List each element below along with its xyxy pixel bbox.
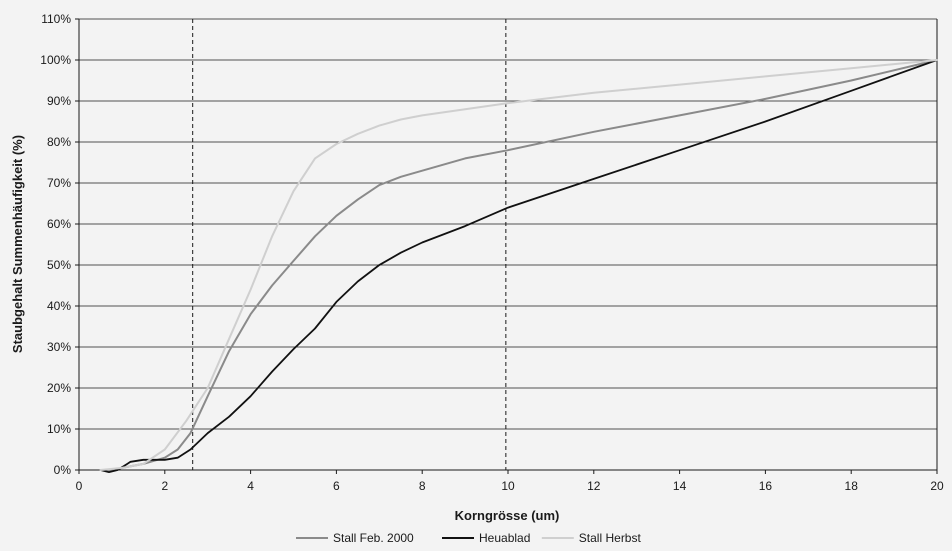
x-tick-label: 6: [333, 479, 340, 493]
y-tick-label: 80%: [47, 135, 71, 149]
reference-lines: [192, 19, 507, 470]
y-tick-label: 70%: [47, 176, 71, 190]
axes: [75, 18, 938, 474]
y-tick-label: 100%: [40, 53, 71, 67]
x-tick-label: 0: [76, 479, 83, 493]
y-tick-label: 50%: [47, 258, 71, 272]
y-tick-label: 10%: [47, 422, 71, 436]
x-tick-label: 12: [587, 479, 601, 493]
y-axis-title: Staubgehalt Summenhäufigkeit (%): [10, 135, 25, 353]
legend-label: Stall Feb. 2000: [333, 531, 414, 545]
x-tick-label: 20: [930, 479, 944, 493]
x-axis-title: Korngrösse (um): [455, 508, 560, 523]
x-tick-label: 4: [247, 479, 254, 493]
x-tick-label: 8: [419, 479, 426, 493]
x-tick-labels: 0 2 4 6 8 10 12 14 16 18 20: [76, 479, 944, 493]
y-tick-label: 60%: [47, 217, 71, 231]
x-tick-label: 18: [845, 479, 859, 493]
y-tick-label: 40%: [47, 299, 71, 313]
legend-label: Heuablad: [479, 531, 530, 545]
series-line-stall-herbst: [99, 59, 938, 471]
y-tick-label: 110%: [41, 12, 71, 26]
x-tick-label: 2: [161, 479, 168, 493]
y-tick-label: 20%: [47, 381, 71, 395]
legend: Stall Feb. 2000 Heuablad Stall Herbst: [296, 531, 641, 545]
series-line-stall-feb-2000: [99, 59, 938, 471]
x-tick-label: 16: [759, 479, 773, 493]
x-tick-label: 14: [673, 479, 687, 493]
gridlines: [79, 18, 937, 430]
y-tick-labels: 0% 10% 20% 30% 40% 50% 60% 70% 80% 90% 100% 110%: [40, 12, 71, 477]
y-tick-label: 90%: [47, 94, 71, 108]
x-tick-label: 10: [501, 479, 515, 493]
y-tick-label: 30%: [47, 340, 71, 354]
y-tick-label: 0%: [54, 463, 72, 477]
series-lines: [99, 59, 938, 474]
legend-label: Stall Herbst: [579, 531, 642, 545]
series-line-heuablad: [99, 59, 938, 474]
